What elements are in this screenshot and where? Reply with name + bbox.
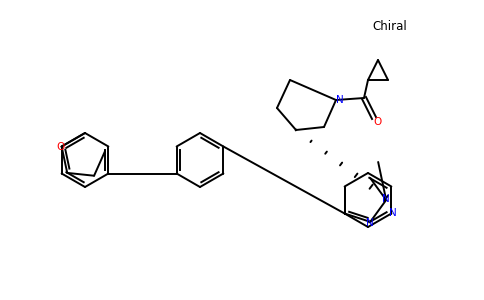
Text: N: N: [382, 194, 390, 204]
Text: O: O: [373, 117, 381, 127]
Text: O: O: [57, 142, 65, 152]
Text: N: N: [389, 208, 396, 218]
Text: N: N: [336, 95, 344, 105]
Text: Chiral: Chiral: [373, 20, 408, 32]
Text: N: N: [366, 218, 374, 228]
